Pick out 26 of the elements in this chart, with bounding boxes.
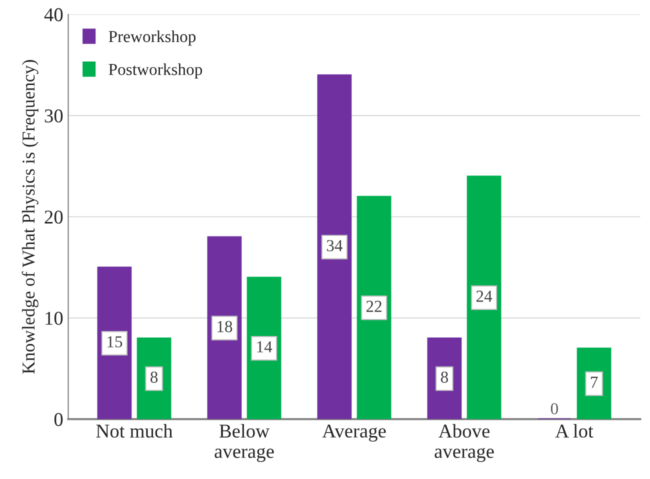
data-label: 34 [326,240,343,252]
data-label: 15 [108,336,122,348]
legend-label: Postworkshop [108,63,202,78]
x-tick-label: Not much [96,424,173,438]
data-label: 7 [590,376,598,388]
x-tick-label: A lot [555,424,594,438]
data-label: 24 [476,290,492,302]
y-tick-label: 0 [54,412,63,426]
x-tick-label: Below average [214,424,274,462]
data-label: 22 [366,300,382,312]
bar [356,196,392,420]
bar [466,176,502,420]
bar [317,74,352,420]
y-tick-label: 20 [44,210,63,224]
data-label: 8 [440,372,448,383]
data-label: 14 [257,341,272,352]
y-tick-label: 10 [46,312,63,325]
x-tick-label: Above average [434,424,494,462]
x-tick-label: Average [322,424,386,442]
data-label: 0 [550,403,558,414]
y-axis-title: Knowledge of What Physics is (Frequency) [22,60,38,374]
data-label: 8 [150,372,158,383]
data-label: 18 [218,320,232,332]
y-tick-label: 30 [44,109,63,122]
y-tick-label: 40 [44,8,63,22]
legend-label: Preworkshop [108,30,196,46]
